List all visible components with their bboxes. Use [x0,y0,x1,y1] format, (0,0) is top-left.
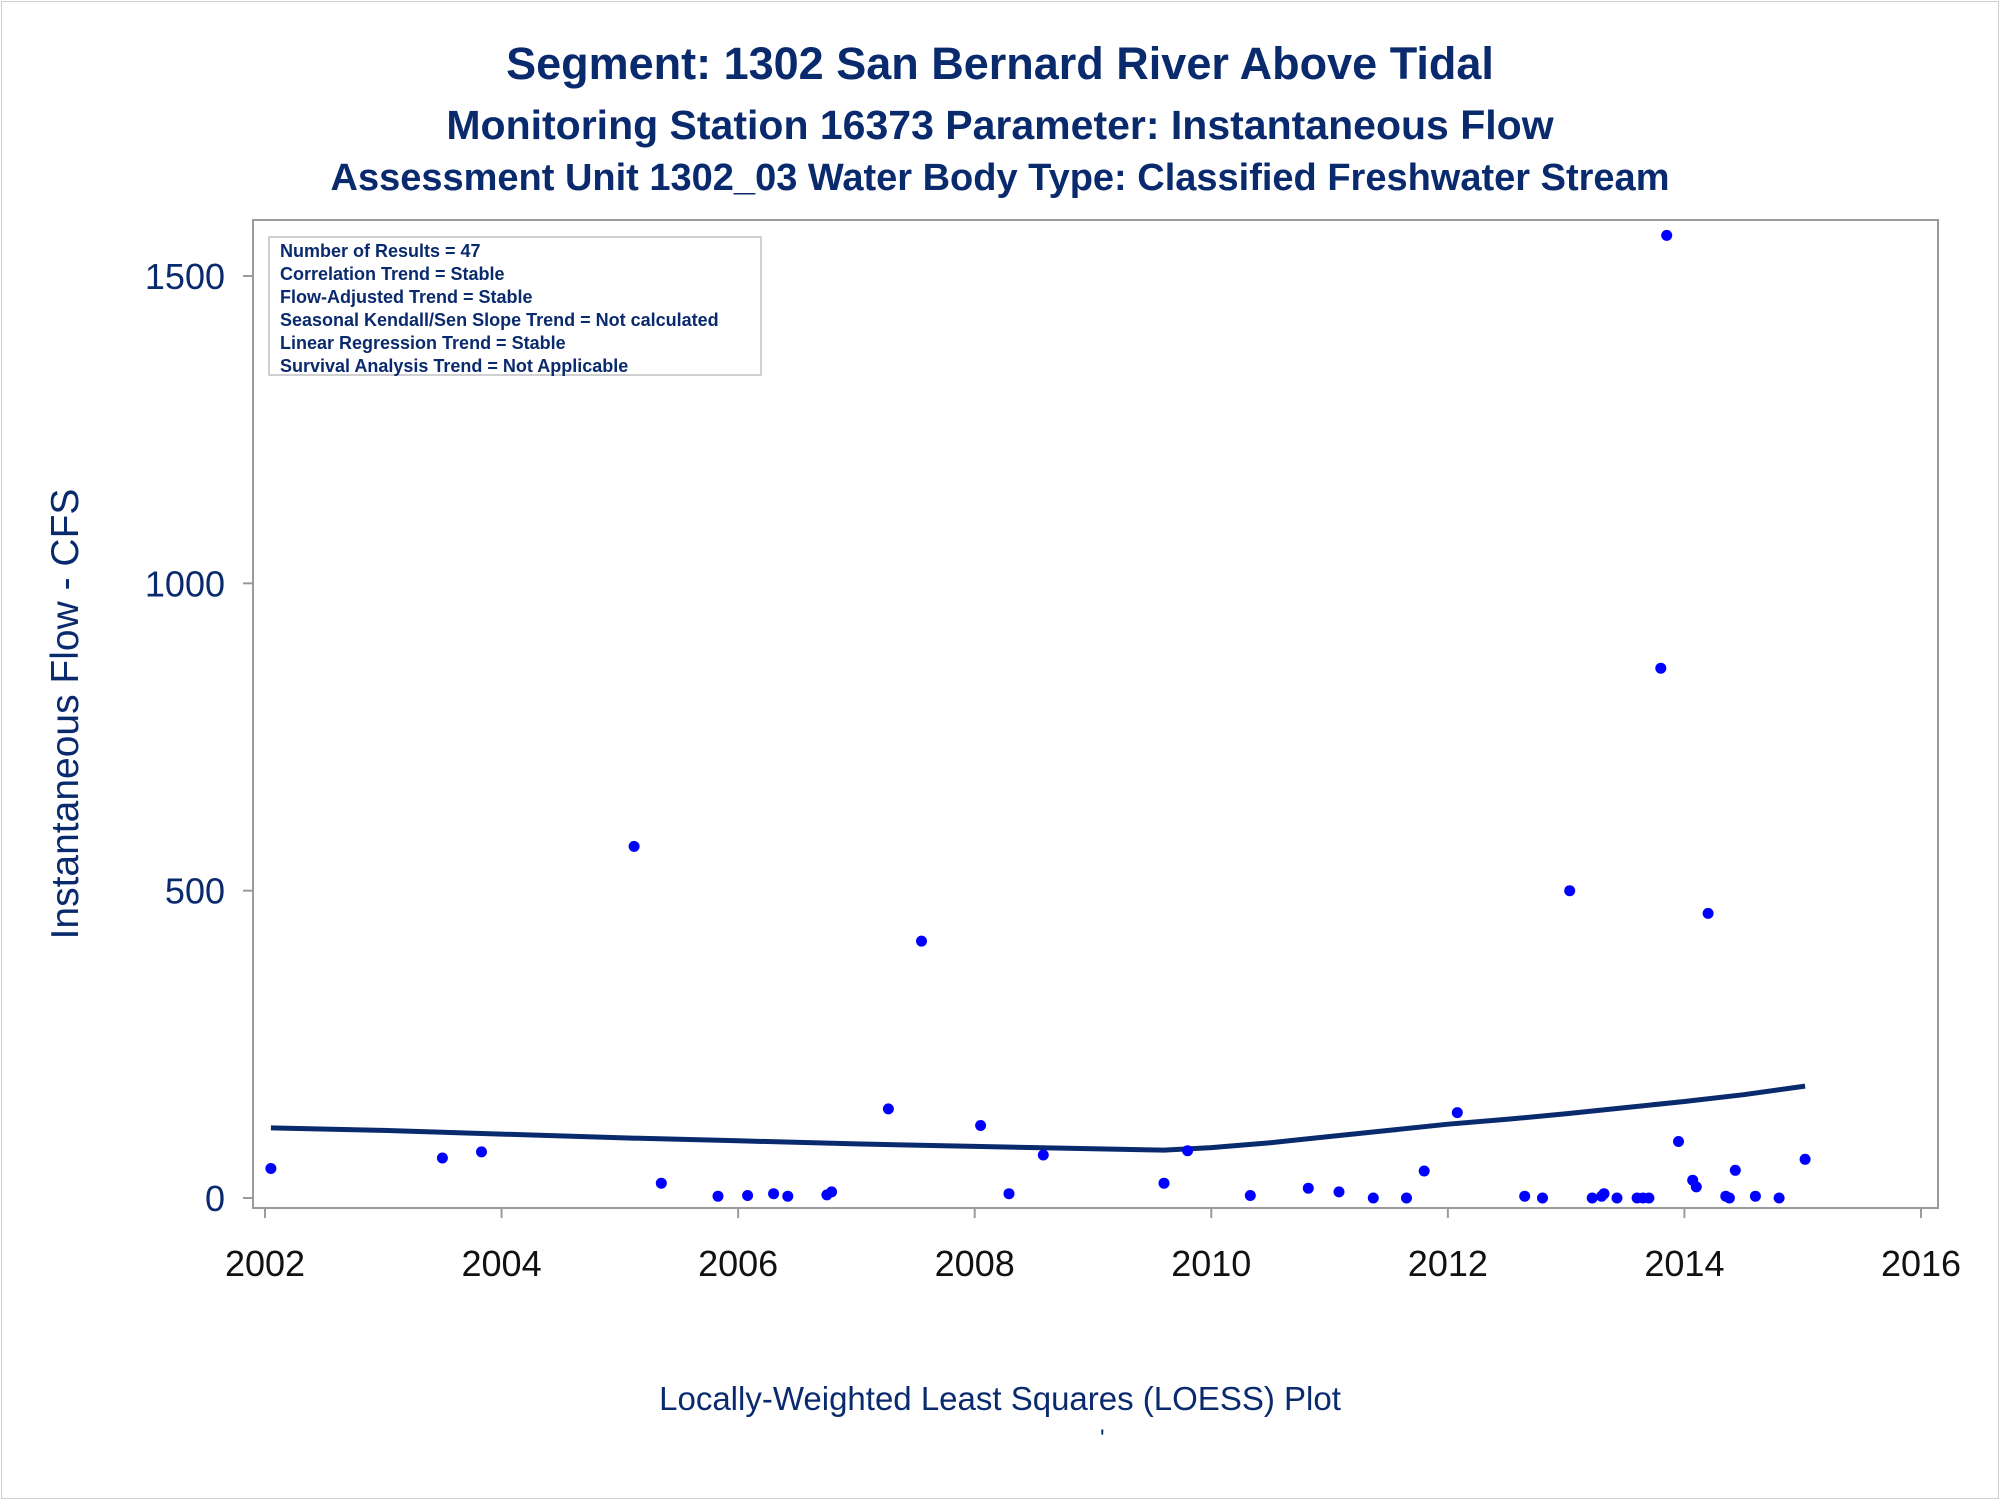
points-layer [265,229,1811,1204]
x-tick-label: 2006 [698,1243,778,1284]
data-point [265,1163,277,1174]
data-point [1611,1192,1623,1204]
chart-title-line-2: Monitoring Station 16373 Parameter: Inst… [446,102,1554,148]
data-point [826,1186,838,1198]
data-point [1598,1188,1610,1200]
axes: 2002 2004 2006 2008 2010 2012 2014 2016 0 500 1000… [145,256,1961,1284]
x-tick-label: 2014 [1644,1243,1724,1284]
data-point [1655,662,1667,674]
y-tick-label: 0 [205,1178,225,1219]
data-point [1729,1164,1741,1176]
x-tick-label: 2004 [462,1243,542,1284]
plot-area-border [252,219,1939,1209]
x-tick-label: 2008 [935,1243,1015,1284]
x-tick-label: 2016 [1881,1243,1961,1284]
y-tick-label: 1000 [145,563,225,604]
data-point [655,1177,667,1189]
data-point [1037,1149,1049,1161]
chart-title-line-1: Segment: 1302 San Bernard River Above Ti… [506,38,1494,89]
trend-stats-box: Number of Results = 47 Correlation Trend… [268,236,762,376]
stats-line: Flow-Adjusted Trend = Stable [280,287,533,307]
y-axis-label: Instantaneous Flow - CFS [44,489,87,940]
data-point [1367,1192,1379,1204]
data-point [1418,1165,1430,1177]
data-point [1661,229,1673,241]
stats-line: Linear Regression Trend = Stable [280,333,566,353]
x-tick-label: 2002 [225,1243,305,1284]
data-point [436,1152,448,1164]
data-point [1773,1192,1785,1204]
data-point [476,1146,487,1158]
data-point [975,1120,987,1131]
data-point [1333,1186,1345,1198]
data-point [1158,1177,1170,1189]
data-point [1799,1153,1811,1165]
data-point [712,1190,724,1202]
loess-line [270,1083,1806,1153]
data-point [1586,1192,1598,1204]
stats-line: Survival Analysis Trend = Not Applicable [280,356,629,376]
stats-line: Seasonal Kendall/Sen Slope Trend = Not c… [280,310,719,330]
y-tick-label: 1500 [145,256,225,297]
stats-line: Number of Results = 47 [280,241,481,261]
y-tick-label: 500 [165,871,225,912]
data-point [1723,1192,1735,1204]
data-point [768,1188,780,1200]
data-point [1451,1107,1463,1119]
data-point [1673,1136,1684,1147]
data-point [1643,1192,1655,1204]
data-point [1690,1181,1702,1193]
x-tick-label: 2010 [1171,1243,1251,1284]
data-point [916,935,927,947]
data-point [1702,907,1714,919]
stats-line: Correlation Trend = Stable [280,264,505,284]
loess-layer [270,1083,1806,1153]
data-point [1537,1192,1548,1204]
chart-title-line-3: Assessment Unit 1302_03 Water Body Type:… [330,157,1670,199]
data-point [1749,1190,1761,1202]
data-point [782,1190,794,1202]
footnote-mark: ' [1100,1425,1105,1452]
data-point [1003,1188,1015,1200]
data-point [1401,1192,1412,1204]
data-point [882,1103,894,1115]
footnote: Locally-Weighted Least Squares (LOESS) P… [659,1380,1341,1417]
data-point [1302,1182,1314,1194]
data-point [628,840,640,852]
data-point [742,1190,754,1201]
data-point [1519,1190,1531,1202]
data-point [1182,1145,1194,1157]
x-tick-label: 2012 [1408,1243,1488,1284]
data-point [1564,885,1576,897]
data-point [1244,1190,1256,1201]
